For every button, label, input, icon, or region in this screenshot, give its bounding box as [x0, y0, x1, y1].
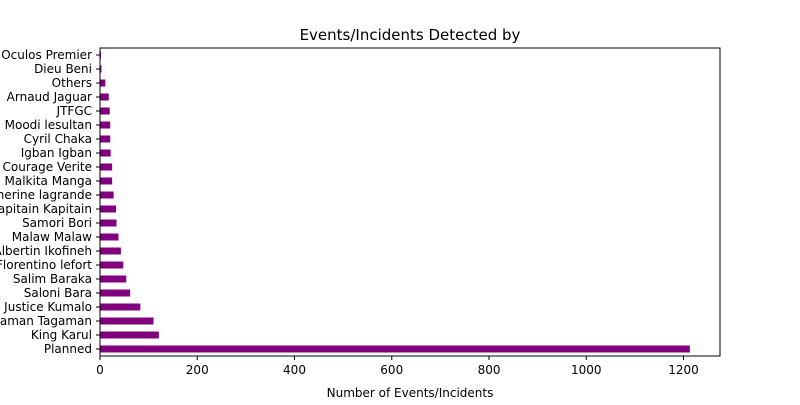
bar [100, 289, 131, 297]
y-tick-label: Dieu Beni [34, 62, 92, 76]
y-tick-label: Oculos Premier [1, 48, 92, 62]
bar [100, 191, 114, 199]
bar [100, 275, 127, 283]
y-tick-label: Planned [44, 342, 92, 356]
y-tick-label: Malkita Manga [5, 174, 92, 188]
y-tick-label: Justice Kumalo [3, 300, 92, 314]
x-tick-label: 800 [478, 363, 501, 377]
y-tick-label: Moodi lesultan [5, 118, 92, 132]
bar [100, 303, 141, 311]
y-tick-label: Albertin Ikofineh [0, 244, 92, 258]
y-tick-label: JTFGC [56, 104, 92, 118]
y-tick-label: Kapitain Kapitain [0, 202, 92, 216]
bar [100, 79, 106, 87]
y-tick-label: Tagaman Tagaman [0, 314, 92, 328]
bar [100, 219, 117, 227]
bar [100, 317, 154, 325]
bar [100, 93, 109, 101]
bar [100, 177, 113, 185]
bar [100, 261, 124, 269]
chart-title: Events/Incidents Detected by [300, 26, 521, 44]
x-axis-label: Number of Events/Incidents [327, 386, 494, 400]
y-tick-label: Salim Baraka [13, 272, 92, 286]
x-tick-label: 600 [380, 363, 403, 377]
y-tick-label: Cyril Chaka [24, 132, 92, 146]
y-tick-label: Others [52, 76, 92, 90]
bar [100, 135, 111, 143]
y-tick-label: Courage Verite [3, 160, 92, 174]
y-tick-label: Florentino lefort [0, 258, 92, 272]
x-tick-label: 0 [96, 363, 104, 377]
bar [100, 233, 119, 241]
bar [100, 163, 113, 171]
y-tick-label: Samori Bori [22, 216, 92, 230]
bar [100, 247, 121, 255]
x-tick-label: 1200 [668, 363, 699, 377]
bar [100, 345, 690, 353]
bar [100, 65, 102, 73]
x-tick-label: 200 [186, 363, 209, 377]
x-tick-label: 1000 [571, 363, 602, 377]
bar [100, 331, 159, 339]
x-tick-label: 400 [283, 363, 306, 377]
bar [100, 107, 110, 115]
y-tick-label: Saloni Bara [24, 286, 92, 300]
y-tick-label: Malaw Malaw [12, 230, 92, 244]
bar [100, 121, 111, 129]
y-tick-label: Igban Igban [21, 146, 92, 160]
bar [100, 205, 117, 213]
y-tick-label: Arnaud Jaguar [7, 90, 92, 104]
y-tick-label: Catherine lagrande [0, 188, 92, 202]
plot-frame [99, 47, 721, 357]
bar [100, 149, 111, 157]
y-tick-label: King Karul [31, 328, 92, 342]
